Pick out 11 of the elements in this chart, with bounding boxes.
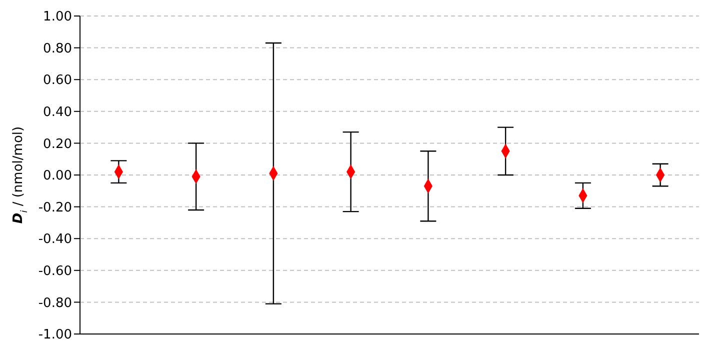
y-tick-label: -0.60: [38, 264, 72, 280]
y-tick-label: 0.20: [43, 136, 72, 152]
y-tick-label: 1.00: [43, 10, 72, 25]
y-tick-label: -0.80: [38, 296, 72, 311]
y-tick-label: 0.60: [43, 73, 72, 88]
y-tick-label: 0.00: [43, 168, 72, 184]
y-tick-label: -0.20: [38, 200, 72, 216]
y-tick-label: 0.40: [43, 105, 72, 120]
y-tick-label: -1.00: [38, 328, 72, 343]
y-tick-label: 0.80: [43, 41, 72, 56]
y-tick-label: -0.40: [38, 232, 72, 248]
